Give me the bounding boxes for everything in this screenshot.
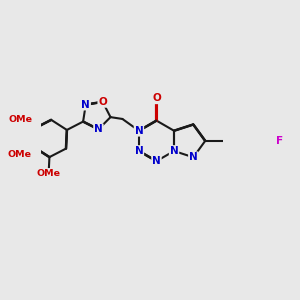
Text: OMe: OMe xyxy=(9,115,33,124)
Text: N: N xyxy=(94,124,103,134)
Text: N: N xyxy=(135,126,143,136)
Text: OMe: OMe xyxy=(37,169,61,178)
Text: F: F xyxy=(276,136,283,146)
Text: N: N xyxy=(152,156,161,166)
Text: N: N xyxy=(135,146,143,156)
Text: O: O xyxy=(152,93,161,103)
Text: N: N xyxy=(81,100,90,110)
Text: OMe: OMe xyxy=(7,150,31,159)
Text: N: N xyxy=(189,152,198,162)
Text: N: N xyxy=(170,146,178,156)
Text: O: O xyxy=(98,97,107,107)
